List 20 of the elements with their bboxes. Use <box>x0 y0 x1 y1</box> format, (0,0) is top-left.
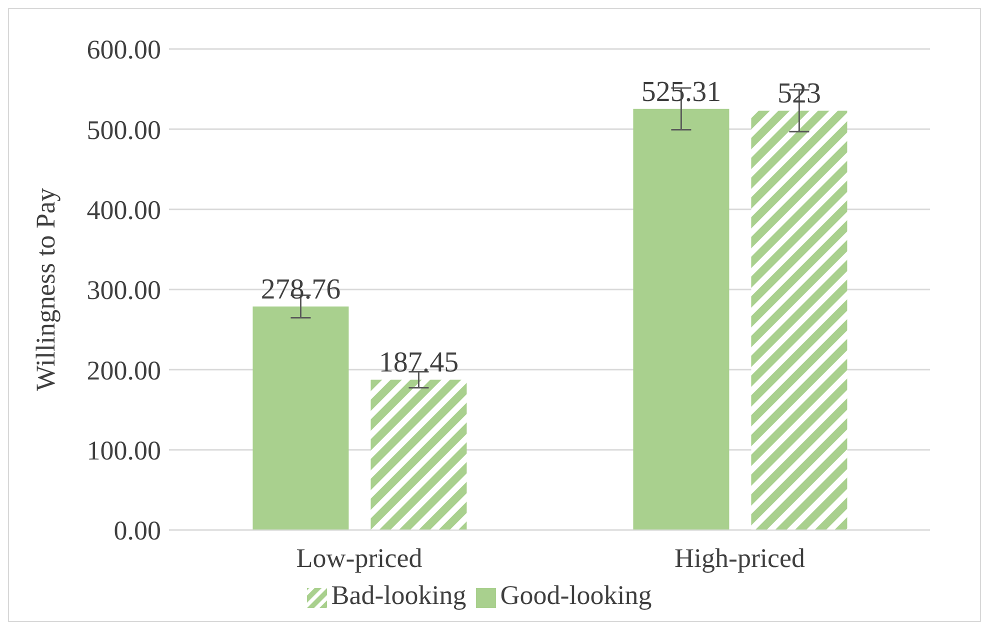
y-tick-label: 200.00 <box>86 355 161 386</box>
legend-label: Good-looking <box>500 580 652 610</box>
data-label: 278.76 <box>260 274 341 306</box>
y-tick-label: 300.00 <box>86 275 161 306</box>
bar <box>633 108 730 530</box>
y-tick-label: 400.00 <box>86 194 161 225</box>
legend-label: Bad-looking <box>331 580 466 610</box>
y-tick-label: 600.00 <box>86 34 161 65</box>
data-label: 187.45 <box>378 346 459 379</box>
bar <box>252 306 349 530</box>
x-tick-label: High-priced <box>674 543 806 574</box>
bar <box>751 110 848 530</box>
y-tick-label: 100.00 <box>86 435 161 466</box>
y-tick-label: 0.00 <box>114 516 161 546</box>
bar <box>370 380 467 530</box>
y-axis-title: Willingness to Pay <box>30 188 61 391</box>
x-tick-label: Low-priced <box>296 543 423 574</box>
data-label: 523 <box>777 78 821 110</box>
y-tick-label: 500.00 <box>86 114 161 145</box>
data-label: 525.31 <box>641 76 722 108</box>
